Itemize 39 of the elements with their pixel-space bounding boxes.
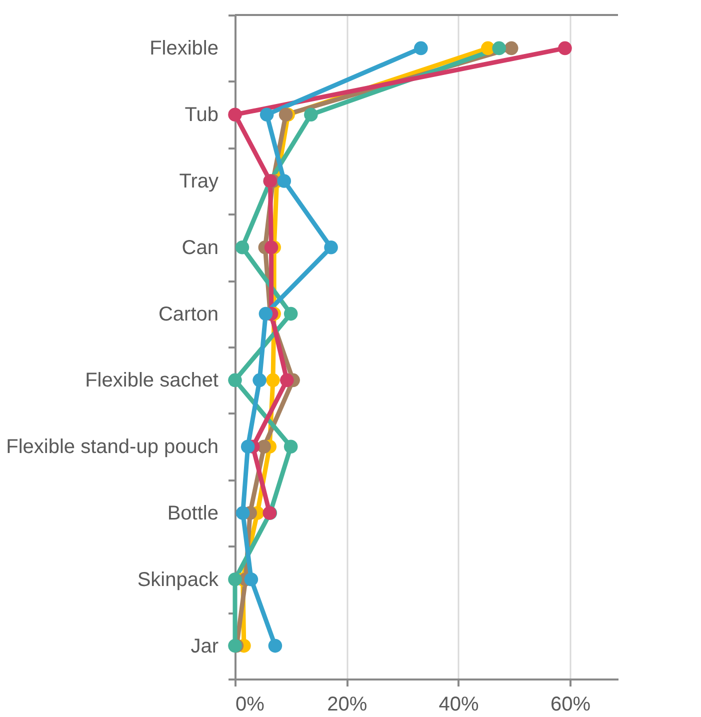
point	[492, 41, 506, 56]
y-tick-label: Jar	[190, 635, 219, 658]
y-tick-label: Flexible sachet	[85, 370, 219, 392]
y-tick-label: Carton	[158, 303, 218, 326]
x-tick-label: 0%	[236, 694, 265, 716]
y-tick-label: Bottle	[167, 502, 218, 524]
point	[266, 373, 280, 388]
point	[280, 373, 294, 388]
point	[284, 306, 298, 321]
x-tick-label: 40%	[438, 694, 480, 716]
point	[235, 240, 250, 254]
point	[244, 572, 258, 586]
point	[558, 41, 572, 56]
point	[284, 440, 298, 454]
point	[257, 440, 271, 454]
y-tick-label: Tray	[179, 170, 218, 192]
point	[304, 108, 318, 122]
point	[324, 240, 338, 254]
point	[252, 373, 266, 388]
point	[240, 440, 255, 454]
y-tick-label: Skinpack	[137, 568, 220, 591]
point	[260, 108, 274, 122]
point	[277, 174, 292, 188]
y-tick-label: Flexible	[150, 38, 218, 60]
point	[236, 506, 250, 520]
point	[268, 638, 282, 653]
y-tick-label: Can	[182, 236, 218, 259]
y-tick-label: Flexible stand-up pouch	[6, 436, 218, 458]
point	[504, 41, 518, 56]
point	[264, 240, 278, 254]
y-tick-label: Tub	[184, 104, 218, 126]
point	[414, 41, 428, 56]
x-tick-label: 20%	[327, 694, 368, 716]
point	[228, 108, 242, 122]
point	[228, 373, 242, 388]
point	[228, 572, 242, 586]
point	[278, 108, 293, 122]
x-tick-label: 60%	[550, 694, 591, 716]
point	[258, 306, 273, 321]
